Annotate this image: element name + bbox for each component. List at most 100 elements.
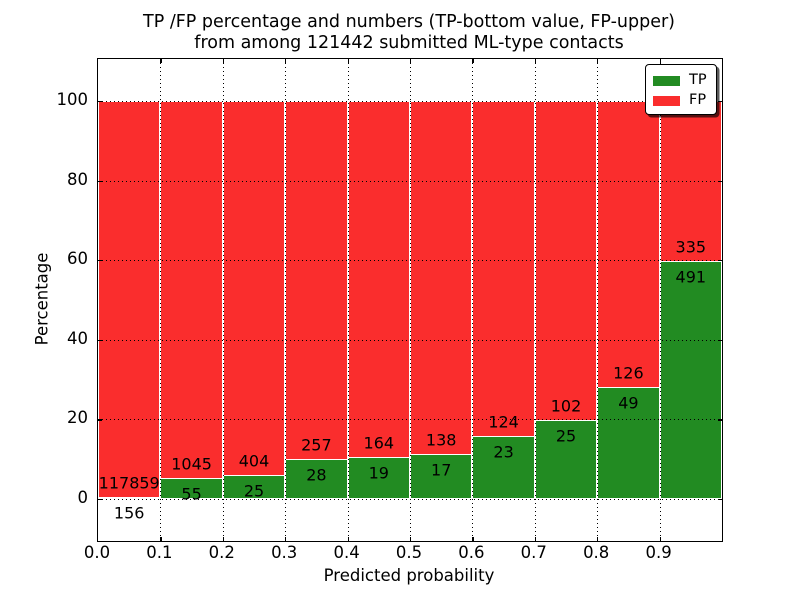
bar-segment-fp: [285, 100, 348, 460]
y-tick-label: 40: [67, 328, 88, 348]
y-tick-mark: [718, 499, 722, 501]
bar-count-label-tp: 55: [181, 484, 202, 504]
bar-segment-tp: [472, 436, 535, 499]
x-tick-mark: [534, 537, 536, 541]
x-tick-mark: [410, 59, 412, 63]
x-tick-mark: [285, 537, 287, 541]
bar-segment-fp: [597, 100, 660, 388]
legend-entry: TP: [653, 73, 709, 88]
x-tick-mark: [659, 59, 661, 63]
x-tick-mark: [222, 537, 224, 541]
x-tick-mark: [659, 537, 661, 541]
x-tick-label: 0.1: [146, 543, 173, 562]
fp-color-swatch: [653, 95, 680, 106]
legend-entry: FP: [653, 93, 709, 108]
x-tick-mark: [160, 59, 162, 63]
grid-line-horizontal: [98, 260, 722, 262]
x-tick-mark: [160, 537, 162, 541]
x-tick-label: 0.6: [458, 543, 485, 562]
grid-line-vertical: [285, 59, 287, 541]
bar-segment-tp: [285, 459, 348, 499]
bar-count-label-tp: 19: [368, 463, 389, 483]
grid-line-vertical: [160, 59, 162, 541]
bar-segment-fp: [160, 100, 223, 480]
bar-count-label-fp: 124: [488, 412, 519, 432]
grid-line-horizontal: [98, 499, 722, 500]
bar-count-label-fp: 257: [301, 435, 332, 455]
bar-segment-tp: [659, 262, 722, 499]
x-tick-mark: [472, 537, 474, 541]
bar-count-label-fp: 117859: [98, 473, 160, 493]
bar-segment-fp: [410, 100, 473, 456]
tp-color-swatch: [653, 75, 680, 86]
y-tick-label: 0: [77, 488, 89, 507]
x-tick-mark: [222, 59, 224, 63]
bar-segment-fp: [472, 100, 535, 437]
y-tick-label: 20: [67, 408, 88, 428]
y-tick-mark: [718, 180, 722, 182]
x-tick-label: 0.9: [645, 543, 672, 562]
bar-segment-fp: [98, 100, 161, 499]
x-tick-mark: [472, 59, 474, 63]
x-tick-label: 0.2: [208, 543, 235, 562]
y-tick-mark: [718, 339, 722, 341]
legend-entry-label: FP: [689, 92, 707, 108]
bar-count-label-tp: 25: [555, 426, 577, 446]
bar-count-label-fp: 126: [613, 363, 644, 383]
bar-count-label-tp: 156: [113, 503, 145, 523]
bar-count-label-fp: 102: [550, 396, 582, 416]
y-tick-mark: [718, 100, 722, 103]
bar-count-label-fp: 1045: [171, 454, 212, 474]
grid-line-vertical: [597, 59, 599, 541]
grid-line-horizontal: [98, 180, 722, 182]
x-axis-label: Predicted probability: [323, 566, 495, 585]
grid-line-vertical: [659, 59, 661, 541]
chart-title: TP /FP percentage and numbers (TP-bottom…: [97, 12, 721, 54]
legend-entry-label: TP: [689, 72, 707, 88]
bar-count-label-tp: 49: [618, 393, 639, 413]
y-tick-mark: [98, 100, 102, 103]
grid-line-vertical: [472, 59, 474, 541]
x-tick-mark: [285, 59, 287, 63]
bar-count-label-fp: 404: [238, 451, 270, 471]
x-tick-mark: [347, 537, 349, 541]
x-tick-label: 0.3: [271, 543, 298, 562]
bar-count-label-fp: 335: [675, 237, 707, 257]
x-tick-mark: [410, 537, 412, 541]
grid-line-vertical: [222, 59, 224, 541]
bar-count-label-tp: 17: [431, 460, 452, 480]
y-tick-mark: [98, 499, 102, 501]
grid-line-horizontal: [98, 419, 722, 421]
bar-count-label-tp: 23: [493, 442, 514, 462]
y-tick-label: 100: [56, 89, 89, 109]
y-tick-mark: [98, 419, 102, 421]
bar-count-label-tp: 28: [306, 465, 327, 485]
y-tick-label: 60: [67, 249, 88, 269]
x-tick-mark: [347, 59, 349, 63]
y-tick-label: 80: [67, 169, 88, 189]
x-tick-mark: [597, 537, 599, 541]
x-tick-label: 0.4: [333, 543, 360, 562]
bar-segment-tp: [347, 457, 410, 499]
bar-count-label-fp: 138: [425, 430, 457, 450]
bar-segment-tp: [98, 498, 161, 500]
x-tick-label: 0.0: [83, 543, 111, 562]
grid-line-vertical: [347, 59, 349, 541]
bar-count-label-tp: 25: [243, 481, 265, 501]
bar-count-label-tp: 491: [675, 267, 707, 287]
x-tick-label: 0.8: [583, 543, 610, 562]
y-tick-mark: [718, 419, 722, 421]
grid-line-horizontal: [98, 339, 722, 341]
x-tick-label: 0.5: [395, 543, 423, 562]
grid-line-vertical: [534, 59, 536, 541]
bar-count-label-fp: 164: [363, 433, 395, 453]
x-tick-mark: [597, 59, 599, 63]
plot-area: 117859 156 1045 55 404 25 257 28 164 19 138 17 124 23…: [97, 58, 723, 542]
bar-segment-tp: [534, 420, 598, 499]
y-tick-mark: [718, 260, 722, 262]
x-tick-mark: [534, 59, 536, 63]
x-tick-label: 0.7: [520, 543, 547, 562]
y-tick-mark: [98, 339, 102, 341]
grid-line-vertical: [410, 59, 411, 541]
bar-segment-fp: [222, 100, 286, 476]
